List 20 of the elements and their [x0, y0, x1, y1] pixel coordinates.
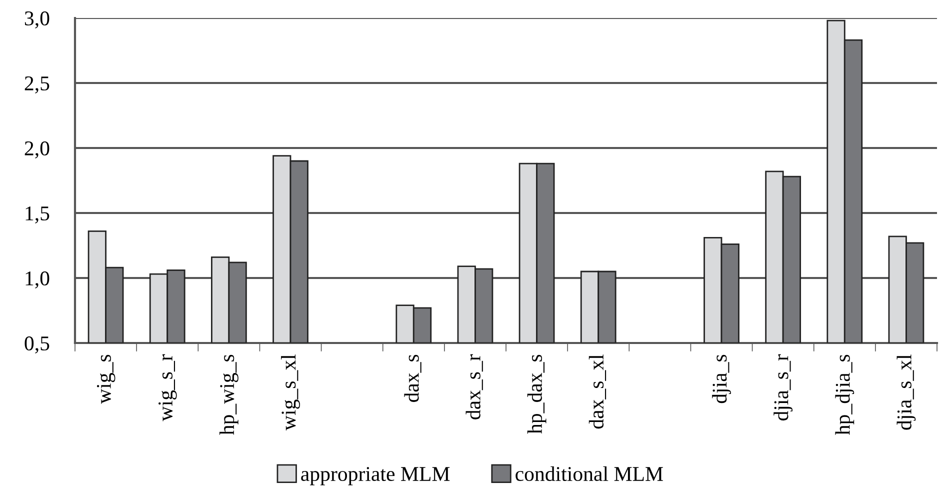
- x-tick-label: wig_s_xl: [281, 354, 300, 430]
- x-tick-label: hp_dax_s: [527, 354, 546, 434]
- x-tick-label: dax_s_r: [466, 354, 483, 420]
- x-tick-label: wig_s: [96, 354, 116, 404]
- x-tick-label: wig_s_r: [158, 354, 177, 422]
- legend-label: conditional MLM: [516, 466, 663, 482]
- y-tick-label: 2,5: [24, 76, 50, 94]
- x-tick-label: djia_s_r: [774, 354, 793, 420]
- x-tick-label: dax_s_xl: [588, 354, 606, 429]
- legend-label: appropriate MLM: [301, 467, 450, 486]
- x-tick-label: djia_s: [712, 354, 731, 404]
- y-tick-label: 1,0: [26, 271, 50, 288]
- x-tick-label: hp_djia_s: [835, 354, 854, 435]
- y-tick-label: 2,0: [24, 141, 50, 158]
- x-tick-label: djia_s_xl: [896, 354, 916, 430]
- y-tick-label: 1,5: [26, 206, 50, 224]
- y-tick-label: 0,5: [24, 336, 50, 354]
- x-tick-label: hp_wig_s: [219, 354, 238, 435]
- x-tick-label: dax_s: [404, 354, 422, 402]
- y-tick-label: 3,0: [24, 11, 50, 28]
